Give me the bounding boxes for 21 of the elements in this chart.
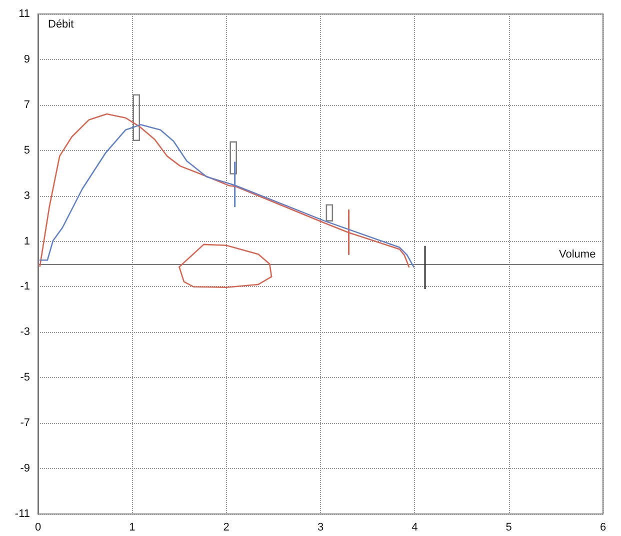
y-axis-title: Débit xyxy=(48,18,74,30)
y-tick-label: -9 xyxy=(20,462,30,475)
y-tick-label: 3 xyxy=(24,190,30,202)
x-tick-label: 6 xyxy=(600,522,606,534)
x-tick-label: 5 xyxy=(506,522,512,534)
y-tick-label: -11 xyxy=(14,508,30,520)
y-tick-label: -7 xyxy=(20,417,30,430)
y-tick-label: -1 xyxy=(20,280,30,293)
y-tick-label: 1 xyxy=(24,235,30,248)
y-tick-label: 9 xyxy=(24,53,30,66)
y-tick-label: -3 xyxy=(20,326,30,338)
x-tick-label: 2 xyxy=(223,522,230,534)
y-tick-label: 7 xyxy=(24,98,30,111)
x-tick-label: 3 xyxy=(317,522,324,534)
y-tick-label: -5 xyxy=(20,372,30,384)
x-axis-title: Volume xyxy=(559,248,596,260)
x-tick-label: 1 xyxy=(129,522,136,534)
x-tick-label: 0 xyxy=(34,522,42,534)
y-tick-label: 11 xyxy=(18,8,30,20)
y-tick-label: 5 xyxy=(24,144,30,156)
x-tick-label: 4 xyxy=(412,522,418,534)
